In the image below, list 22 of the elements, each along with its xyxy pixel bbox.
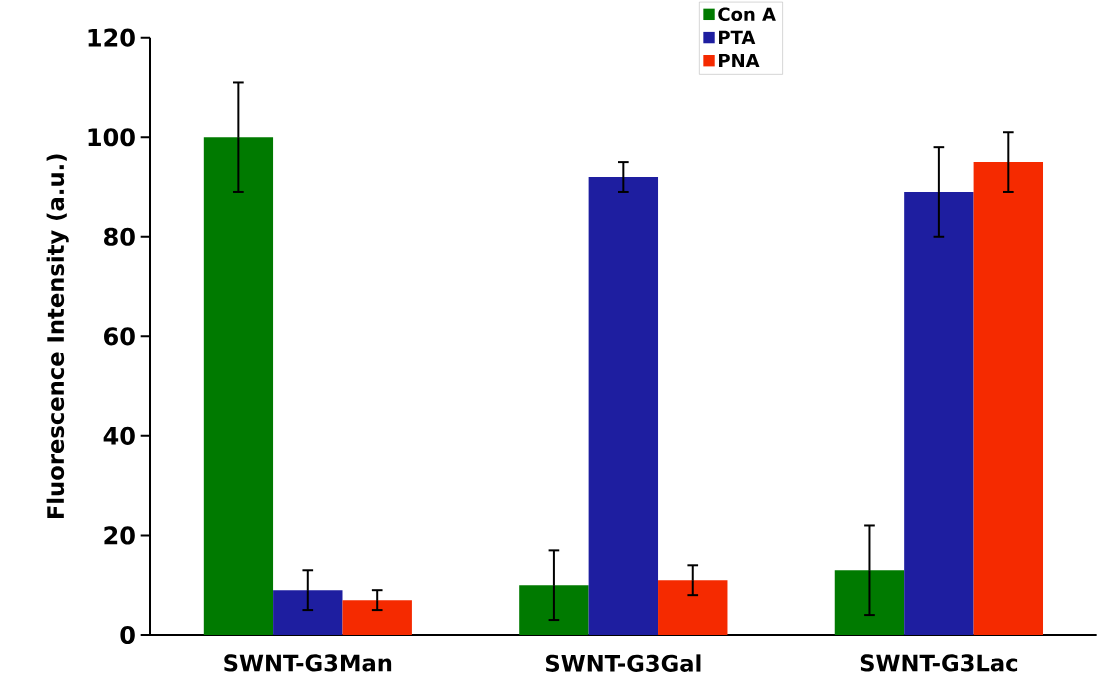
bar: [273, 590, 343, 635]
bar: [519, 585, 589, 635]
y-tick-label: 40: [103, 426, 135, 445]
y-tick-label: 120: [88, 28, 135, 47]
y-tick-label: 80: [104, 227, 135, 246]
x-tick-label: SWNT-G3Lac: [860, 654, 1018, 672]
legend-label: PTA: [719, 30, 756, 44]
legend-label: Con A: [718, 7, 776, 22]
x-tick-label: SWNT-G3Man: [224, 654, 392, 672]
x-tick-label: SWNT-G3Gal: [546, 654, 701, 672]
y-tick-label: 0: [120, 625, 135, 645]
bar: [203, 137, 274, 635]
y-axis-title: Fluorescence Intensity (a.u.): [46, 154, 69, 519]
bar: [658, 580, 728, 635]
bar: [973, 162, 1044, 635]
y-tick-label: 100: [88, 128, 135, 147]
bar: [342, 600, 412, 635]
legend-label: PNA: [719, 53, 760, 68]
bar: [588, 177, 659, 635]
bar: [904, 191, 974, 635]
y-tick-label: 60: [104, 327, 135, 346]
y-tick-label: 20: [104, 526, 135, 545]
